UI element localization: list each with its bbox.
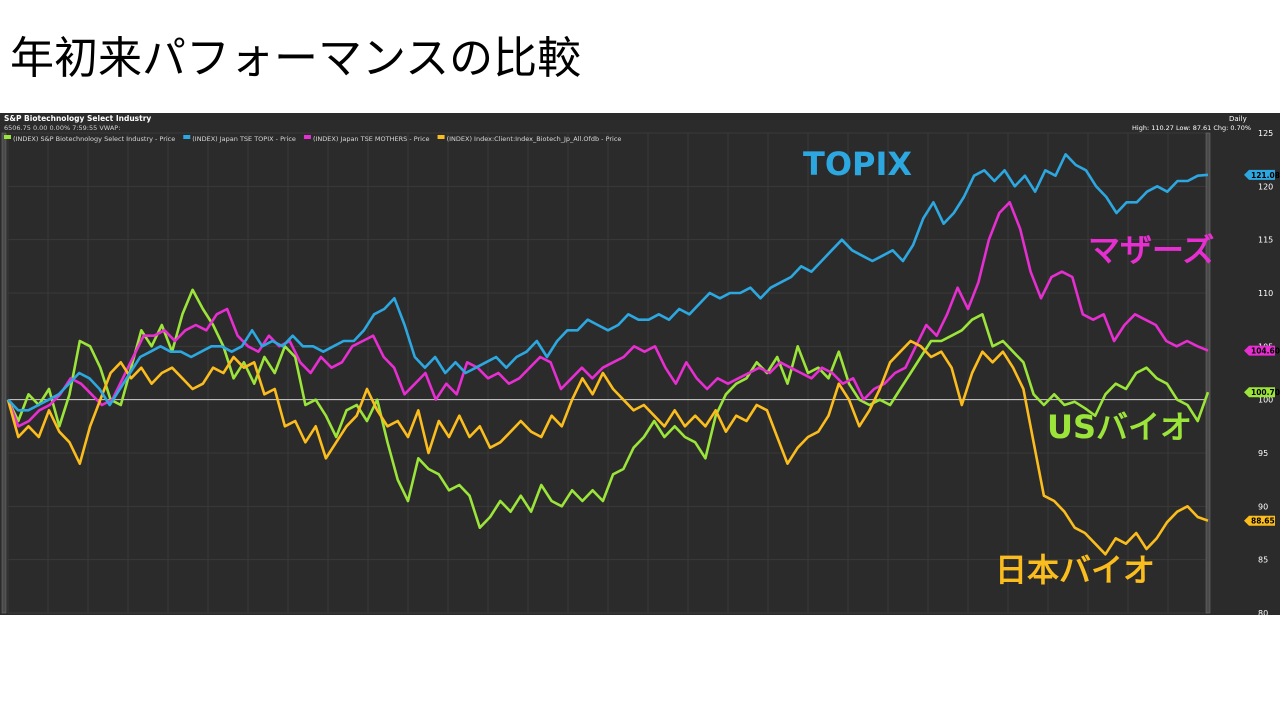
series-line <box>6 288 1210 530</box>
y-tick-label: 115 <box>1258 236 1273 245</box>
series-line <box>6 339 1209 556</box>
series-annotation: 日本バイオ <box>995 551 1155 589</box>
y-axis-ticks: 80859095100105110115120125 <box>1258 129 1273 615</box>
series-lines <box>6 152 1210 556</box>
line-chart: 80859095100105110115120125 100.70121.081… <box>1 114 1280 615</box>
legend-swatch <box>183 135 191 139</box>
legend-swatch <box>437 135 445 139</box>
end-value-label: 88.65 <box>1251 517 1275 526</box>
y-tick-label: 95 <box>1258 449 1268 458</box>
legend: (INDEX) S&P Biotechnology Select Industr… <box>4 135 621 143</box>
left-scroll-bar[interactable] <box>1 132 7 614</box>
slide-title: 年初来パフォーマンスの比較 <box>10 33 582 84</box>
series-line <box>6 201 1209 428</box>
legend-entry: (INDEX) Japan TSE MOTHERS - Price <box>313 135 430 143</box>
y-tick-label: 80 <box>1258 609 1268 615</box>
y-tick-label: 120 <box>1258 182 1273 191</box>
y-tick-label: 100 <box>1258 396 1273 405</box>
y-tick-label: 85 <box>1258 556 1268 565</box>
right-scroll-bar[interactable] <box>1205 132 1211 614</box>
chart-quote-line: 6506.75 0.00 0.00% 7:59:55 VWAP: <box>4 124 120 132</box>
legend-entry: (INDEX) S&P Biotechnology Select Industr… <box>13 135 175 143</box>
end-value-label: 121.08 <box>1251 171 1280 180</box>
legend-entry: (INDEX) Japan TSE TOPIX - Price <box>192 135 296 143</box>
y-tick-label: 90 <box>1258 502 1268 511</box>
series-annotation: マザーズ <box>1088 231 1214 269</box>
chart-panel: 80859095100105110115120125 100.70121.081… <box>0 113 1280 615</box>
y-tick-label: 125 <box>1258 129 1273 138</box>
end-value-labels: 100.70 121.08 104.60 88.65 <box>1244 169 1280 526</box>
legend-swatch <box>303 135 311 139</box>
end-value-tag <box>1244 387 1275 398</box>
end-value-label: 104.60 <box>1251 347 1280 356</box>
legend-swatch <box>4 135 11 139</box>
series-annotation: USバイオ <box>1047 408 1192 446</box>
y-tick-label: 110 <box>1258 289 1273 298</box>
end-value-tag <box>1244 169 1275 180</box>
chart-frequency: Daily <box>1229 115 1247 123</box>
end-value-label: 100.70 <box>1251 388 1280 397</box>
legend-entry: (INDEX) Index:Client:Index_Biotech_Jp_Al… <box>447 135 622 143</box>
end-value-tag <box>1244 515 1275 526</box>
series-annotation: TOPIX <box>803 145 912 183</box>
chart-stats: High: 110.27 Low: 87.61 Chg: 0.70% <box>1132 124 1251 132</box>
chart-instrument-name: S&P Biotechnology Select Industry <box>4 114 151 123</box>
series-line <box>7 152 1209 412</box>
end-value-tag <box>1244 345 1275 356</box>
grid-lines <box>1 132 1211 614</box>
